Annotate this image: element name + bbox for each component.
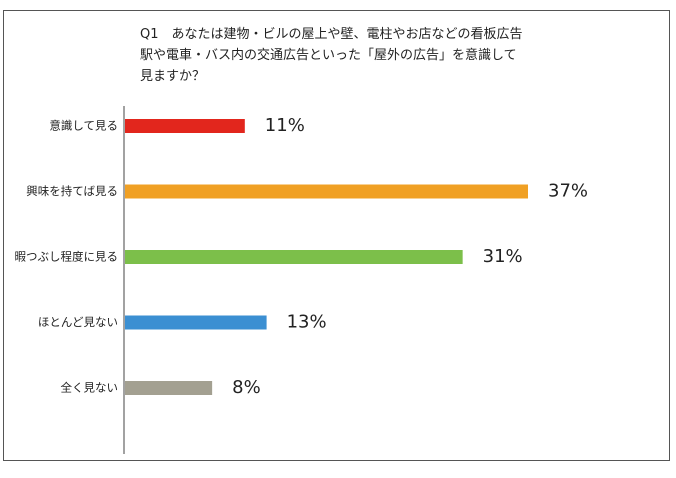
bar	[125, 315, 267, 330]
value-label: 31%	[483, 246, 523, 267]
category-label: 興味を持てば見る	[26, 184, 118, 198]
bar	[125, 250, 463, 264]
category-label: 暇つぶし程度に見る	[15, 250, 119, 264]
value-label: 11%	[265, 115, 305, 136]
category-label: 意識して見る	[49, 119, 118, 133]
title-line-3: 見ますか？	[140, 69, 206, 84]
chart-frame	[3, 10, 670, 461]
chart-title: Q1 あなたは建物・ビルの屋上や壁、電柱やお店などの看板広告 駅や電車・バス内の…	[140, 24, 560, 87]
category-label: ほとんど見ない	[38, 315, 118, 329]
bar	[125, 381, 213, 395]
bar	[125, 119, 245, 133]
value-label: 13%	[287, 312, 327, 333]
value-label: 37%	[548, 181, 588, 202]
title-line-1: Q1 あなたは建物・ビルの屋上や壁、電柱やお店などの看板広告	[140, 27, 523, 42]
value-label: 8%	[232, 377, 261, 398]
category-label: 全く見ない	[61, 381, 119, 395]
title-line-2: 駅や電車・バス内の交通広告といった「屋外の広告」を意識して	[140, 48, 517, 63]
bar	[125, 184, 528, 199]
